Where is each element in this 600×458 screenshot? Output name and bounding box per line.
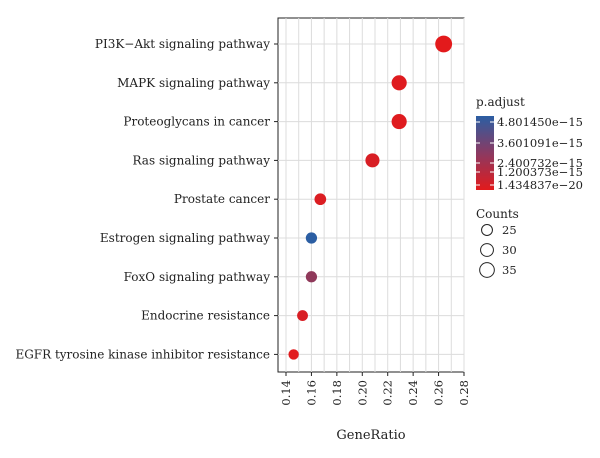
data-point: [365, 153, 380, 168]
y-tick-label: PI3K−Akt signaling pathway: [95, 37, 270, 51]
counts-legend-label: 35: [502, 263, 517, 277]
plot-panel: [277, 17, 465, 373]
y-tick-label: Estrogen signaling pathway: [100, 231, 270, 245]
p-adjust-legend-label: 3.601091e−15: [497, 136, 583, 150]
data-point: [288, 349, 299, 360]
data-point: [435, 35, 453, 53]
x-tick-label: 0.28: [457, 380, 471, 406]
x-axis: 0.14 0.16 0.18 0.20 0.22 0.24 0.26 0.28: [279, 372, 471, 406]
p-adjust-legend-labels: 4.801450e−15 3.601091e−15 2.400732e−151.20…: [476, 115, 583, 192]
counts-legend-title: Counts: [476, 207, 519, 221]
data-point: [305, 232, 318, 244]
data-points: [288, 35, 453, 360]
p-adjust-legend-label: 4.801450e−15: [497, 115, 583, 129]
p-adjust-colorbar: [476, 116, 494, 190]
x-axis-title: GeneRatio: [336, 428, 405, 443]
p-adjust-legend: p.adjust 4.801450e−15 3.601091e−15 2.40073…: [476, 95, 583, 192]
counts-legend-items: 25 30 35: [479, 223, 517, 278]
counts-legend-circle: [481, 224, 493, 236]
y-tick-label: Ras signaling pathway: [133, 153, 271, 167]
x-tick-label: 0.14: [279, 380, 293, 406]
p-adjust-legend-title: p.adjust: [476, 95, 525, 109]
x-tick-label: 0.24: [406, 380, 420, 406]
counts-legend-label: 25: [502, 223, 517, 237]
x-tick-label: 0.18: [330, 380, 344, 406]
data-point: [391, 75, 407, 91]
counts-legend-circle: [479, 262, 495, 278]
y-tick-label: MAPK signaling pathway: [117, 76, 270, 90]
data-point: [305, 271, 318, 283]
x-tick-label: 0.22: [381, 380, 395, 406]
y-axis: PI3K−Akt signaling pathway MAPK signaling…: [15, 37, 278, 361]
counts-legend: Counts 25 30 35: [476, 207, 519, 278]
x-tick-label: 0.16: [304, 380, 318, 406]
y-tick-label: Proteoglycans in cancer: [123, 115, 270, 129]
p-adjust-legend-label: 2.400732e−15: [497, 156, 583, 170]
data-point: [391, 114, 407, 130]
y-tick-label: FoxO signaling pathway: [124, 270, 271, 284]
y-tick-label: EGFR tyrosine kinase inhibitor resistanc…: [15, 347, 270, 361]
data-point: [297, 310, 308, 322]
data-point: [314, 193, 327, 206]
p-adjust-legend-label: 1.434837e−20: [497, 178, 583, 192]
x-tick-label: 0.20: [355, 380, 369, 406]
x-tick-label: 0.26: [432, 380, 446, 406]
counts-legend-label: 30: [502, 243, 517, 257]
counts-legend-circle: [480, 243, 494, 257]
y-tick-label: Endocrine resistance: [141, 309, 270, 323]
y-tick-label: Prostate cancer: [174, 192, 270, 206]
p-adjust-legend-label: 1.200373e−15: [497, 165, 583, 179]
